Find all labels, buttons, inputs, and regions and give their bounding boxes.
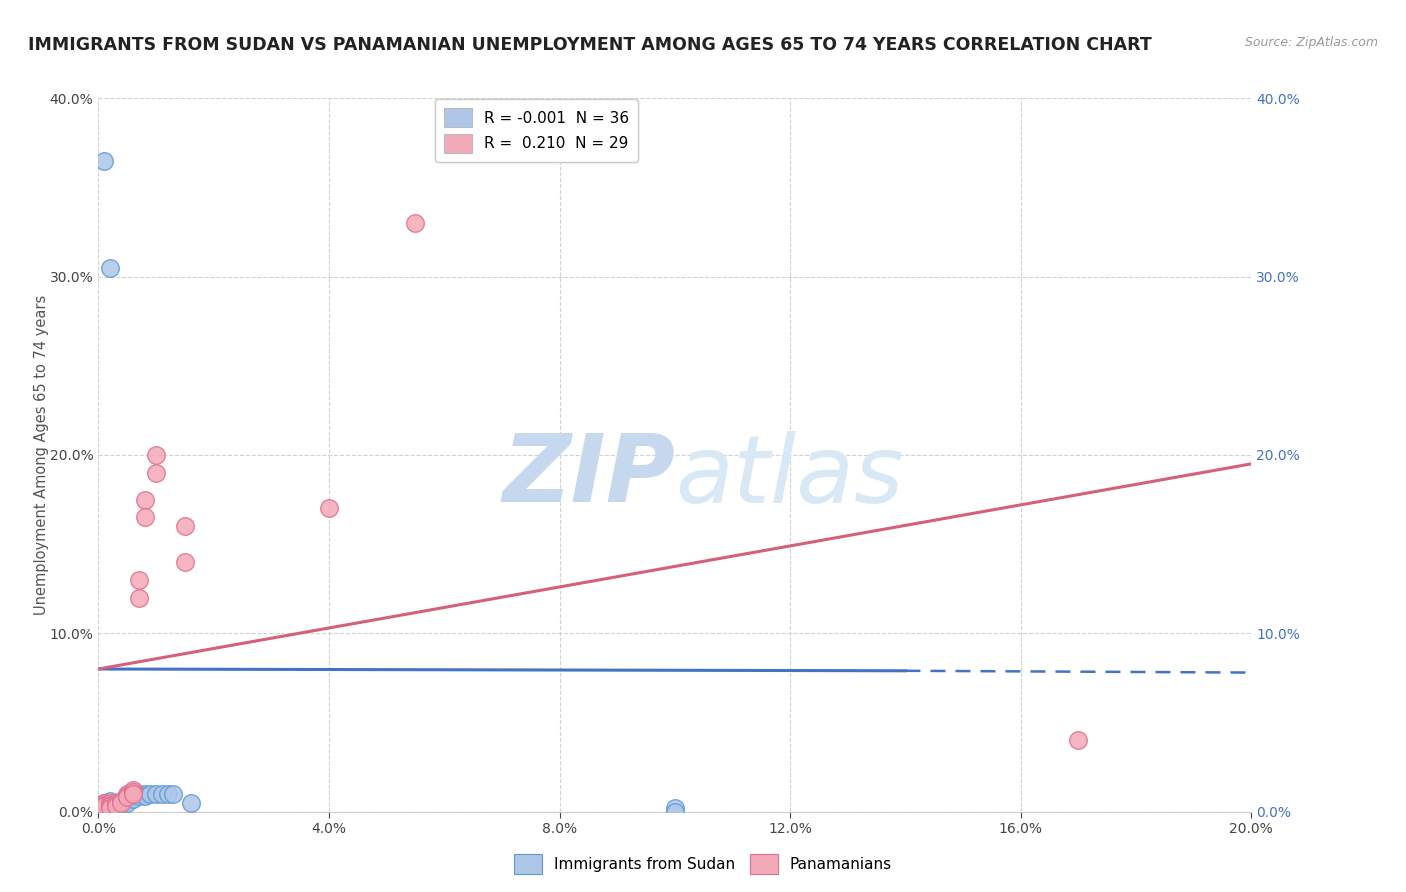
Legend: R = -0.001  N = 36, R =  0.210  N = 29: R = -0.001 N = 36, R = 0.210 N = 29 (434, 99, 638, 162)
Point (664, 801, 686, 815)
Point (98, 799, 121, 814)
Point (104, 796, 127, 810)
Text: Source: ZipAtlas.com: Source: ZipAtlas.com (1244, 36, 1378, 49)
Point (98, 260, 121, 275)
Point (98, 803, 121, 817)
Point (122, 790, 145, 805)
Point (104, 799, 127, 814)
Point (117, 790, 139, 805)
Point (174, 555, 197, 569)
Point (98, 801, 121, 815)
Point (139, 787, 162, 801)
Point (122, 785, 145, 799)
Point (93, 796, 115, 810)
Point (1067, 733, 1090, 747)
Point (180, 796, 202, 810)
Point (93, 799, 115, 814)
Point (110, 794, 132, 808)
Point (150, 787, 173, 801)
Point (110, 796, 132, 810)
Point (93, 797, 115, 812)
Text: IMMIGRANTS FROM SUDAN VS PANAMANIAN UNEMPLOYMENT AMONG AGES 65 TO 74 YEARS CORRE: IMMIGRANTS FROM SUDAN VS PANAMANIAN UNEM… (28, 36, 1152, 54)
Point (145, 466, 167, 480)
Point (98, 794, 121, 808)
Point (98, 797, 121, 812)
Point (93, 801, 115, 815)
Point (98, 796, 121, 810)
Point (98, 799, 121, 814)
Point (134, 492, 156, 507)
Point (122, 789, 145, 803)
Point (117, 790, 139, 805)
Point (110, 799, 132, 814)
Point (318, 501, 340, 516)
Point (405, 216, 427, 230)
Point (104, 797, 127, 812)
Point (117, 787, 139, 801)
Y-axis label: Unemployment Among Ages 65 to 74 years: Unemployment Among Ages 65 to 74 years (34, 294, 49, 615)
Point (93, 803, 115, 817)
Point (156, 787, 179, 801)
Point (104, 797, 127, 812)
Legend: Immigrants from Sudan, Panamanians: Immigrants from Sudan, Panamanians (508, 848, 898, 880)
Point (98, 801, 121, 815)
Point (122, 783, 145, 797)
Text: atlas: atlas (675, 431, 903, 522)
Point (134, 510, 156, 524)
Point (93, 796, 115, 810)
Point (117, 794, 139, 808)
Point (128, 787, 150, 801)
Point (128, 573, 150, 587)
Point (134, 787, 156, 801)
Point (117, 789, 139, 803)
Point (174, 519, 197, 533)
Point (664, 805, 686, 819)
Point (117, 796, 139, 810)
Point (128, 789, 150, 803)
Point (128, 591, 150, 605)
Point (145, 448, 167, 462)
Point (122, 792, 145, 806)
Point (110, 796, 132, 810)
Point (162, 787, 184, 801)
Point (134, 789, 156, 803)
Point (110, 797, 132, 812)
Point (93, 799, 115, 814)
Text: ZIP: ZIP (502, 430, 675, 523)
Point (98, 797, 121, 812)
Point (104, 799, 127, 814)
Point (104, 796, 127, 810)
Point (93, 153, 115, 168)
Point (145, 787, 167, 801)
Point (104, 801, 127, 815)
Point (122, 787, 145, 801)
